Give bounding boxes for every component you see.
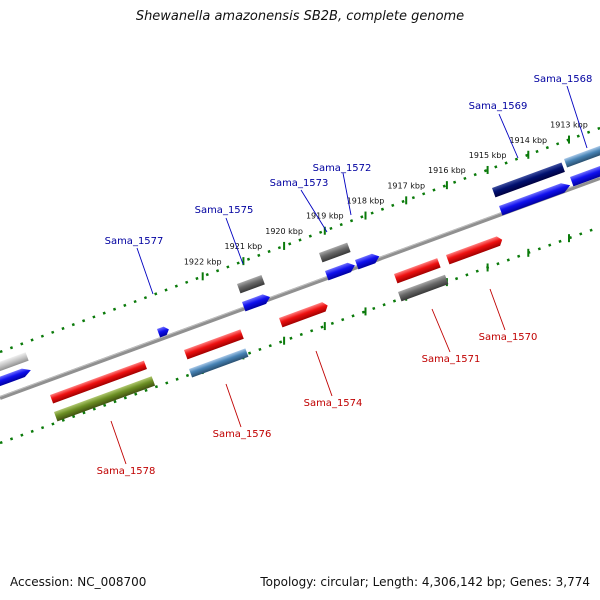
leader-sama-1578 [110,420,127,465]
leader-sama-1576 [225,383,242,428]
genome-backbone [0,176,600,400]
scale-tick-label-1916: 1916 kbp [428,166,466,175]
leader-lines [110,85,588,465]
gene-feature-blue-1573b[interactable] [325,261,357,281]
leader-sama-1574 [315,350,333,397]
gene-label-sama-1573[interactable]: Sama_1573 [270,178,329,189]
gene-feature-sama-1574[interactable] [279,301,329,328]
gene-label-sama-1576[interactable]: Sama_1576 [213,429,272,440]
gene-feature-sama-1571[interactable] [398,274,449,302]
gene-features [0,138,600,422]
gene-feature-sama-1573[interactable] [319,242,351,263]
gene-feature-red-1576a[interactable] [184,329,244,360]
gene-feature-sama-1575[interactable] [237,275,265,294]
leader-sama-1572 [342,172,352,216]
leader-sama-1570 [489,288,506,331]
gene-feature-red-1578a[interactable] [50,360,147,404]
gene-label-sama-1578[interactable]: Sama_1578 [97,466,156,477]
genome-summary-label: Topology: circular; Length: 4,306,142 bp… [260,575,590,589]
scale-tick-label-1919: 1919 kbp [306,212,344,221]
gene-label-sama-1574[interactable]: Sama_1574 [304,398,363,409]
gene-label-sama-1569[interactable]: Sama_1569 [469,101,528,112]
gene-feature-left-blue[interactable] [0,366,32,390]
map-title: Shewanella amazonensis SB2B, complete ge… [135,9,465,24]
scale-tick-label-1913: 1913 kbp [550,121,588,130]
gene-feature-sama-1578[interactable] [54,376,156,422]
leader-sama-1568 [566,85,588,149]
scale-tick-label-1920: 1920 kbp [265,227,303,236]
leader-sama-1573 [300,189,328,233]
genome-backbone-highlight [0,176,600,397]
gene-label-sama-1572[interactable]: Sama_1572 [313,163,372,174]
scale-tick-label-1917: 1917 kbp [387,181,425,190]
leader-sama-1569 [498,113,519,159]
gene-feature-sama-1572[interactable] [355,252,381,270]
scale-tick-label-1922: 1922 kbp [184,257,222,266]
scale-tick-label-1918: 1918 kbp [347,197,385,206]
leader-sama-1571 [431,308,451,353]
accession-label: Accession: NC_008700 [10,575,147,589]
gene-label-sama-1568[interactable]: Sama_1568 [534,74,593,85]
gene-feature-sama-1570[interactable] [446,235,504,265]
gene-feature-blue-1575b[interactable] [242,292,272,312]
gene-feature-sama-1576[interactable] [189,348,249,378]
leader-sama-1577 [136,247,154,295]
gene-feature-red-1571a[interactable] [394,258,441,284]
gene-feature-sama-1569[interactable] [492,162,565,198]
gene-label-sama-1577[interactable]: Sama_1577 [105,236,164,247]
gene-feature-sama-1568[interactable] [564,138,600,168]
upper-scale-line [0,126,600,354]
scale-tick-label-1914: 1914 kbp [509,136,547,145]
gene-label-sama-1571[interactable]: Sama_1571 [422,354,481,365]
gene-label-sama-1575[interactable]: Sama_1575 [195,205,254,216]
gene-feature-blue-1569b[interactable] [499,181,572,216]
gene-label-sama-1570[interactable]: Sama_1570 [479,332,538,343]
scale-tick-label-1915: 1915 kbp [469,151,507,160]
gene-labels: Sama_1568 Sama_1569 Sama_1572 Sama_1573 … [97,74,593,477]
gene-feature-sama-1577[interactable] [157,325,170,338]
leader-sama-1575 [225,217,244,265]
gene-feature-left-gray[interactable] [0,352,29,375]
scale-tick-label-1921: 1921 kbp [225,242,263,251]
